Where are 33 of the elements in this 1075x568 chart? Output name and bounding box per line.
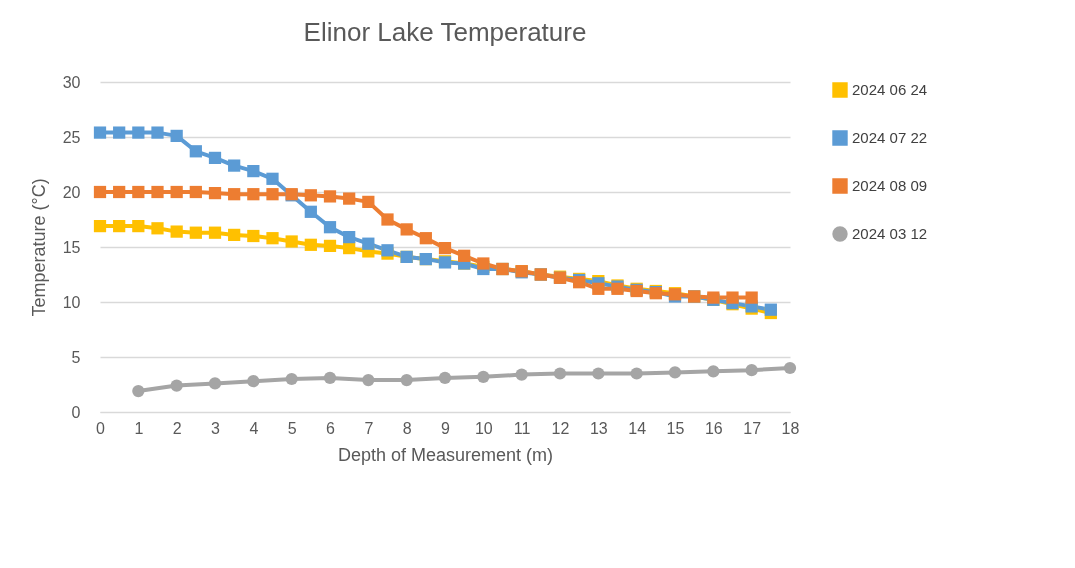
x-axis-title: Depth of Measurement (m) (337, 444, 554, 465)
x-tick-label: 12 (551, 419, 570, 437)
x-tick-label: 9 (441, 419, 451, 437)
x-tick-label: 17 (743, 419, 762, 437)
x-tick-label: 2 (172, 419, 182, 437)
x-tick-label: 8 (402, 419, 412, 437)
x-tick-label: 15 (666, 419, 685, 437)
x-tick-label: 16 (704, 419, 723, 437)
x-tick-label: 18 (781, 419, 800, 437)
legend-label: 2024 08 09 (852, 177, 928, 194)
x-tick-label: 5 (287, 419, 297, 437)
legend-label: 2024 07 22 (852, 129, 928, 146)
y-tick-label: 30 (62, 73, 81, 91)
x-tick-label: 6 (326, 419, 336, 437)
x-tick-label: 1 (134, 419, 144, 437)
y-tick-label: 0 (71, 403, 81, 421)
legend-label: 2024 06 24 (852, 81, 928, 98)
y-tick-label: 20 (62, 183, 81, 201)
x-tick-label: 4 (249, 419, 259, 437)
y-axis-title: Temperature (°C) (28, 178, 49, 317)
x-tick-label: 7 (364, 419, 374, 437)
x-tick-label: 0 (96, 419, 106, 437)
y-tick-label: 5 (71, 348, 81, 366)
x-tick-label: 11 (513, 419, 531, 437)
x-tick-label: 13 (589, 419, 608, 437)
y-tick-label: 25 (62, 128, 81, 146)
x-tick-label: 3 (211, 419, 221, 437)
x-tick-label: 14 (628, 419, 647, 437)
x-tick-label: 10 (474, 419, 493, 437)
y-tick-label: 10 (62, 293, 81, 311)
y-tick-label: 15 (62, 238, 81, 256)
legend-label: 2024 03 12 (852, 225, 928, 242)
chart-title: Elinor Lake Temperature (303, 17, 587, 47)
